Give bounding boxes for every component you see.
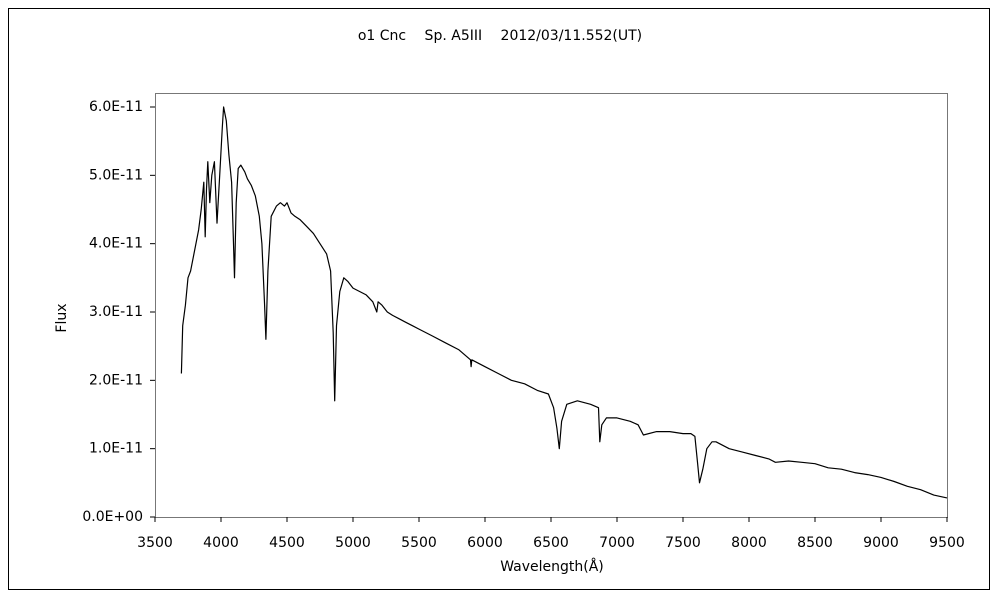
x-tick-label: 4500 [269, 535, 305, 551]
x-tick-label: 9000 [863, 535, 899, 551]
y-tick-label: 1.0E-11 [89, 441, 143, 457]
y-axis-label: Flux [54, 303, 70, 332]
y-tick-label: 0.0E+00 [82, 509, 143, 525]
x-tick-label: 5000 [335, 535, 371, 551]
x-tick-label: 5500 [401, 535, 437, 551]
y-tick-label: 3.0E-11 [89, 304, 143, 320]
y-tick-label: 2.0E-11 [89, 372, 143, 388]
x-tick-label: 6500 [533, 535, 569, 551]
y-tick-label: 5.0E-11 [89, 167, 143, 183]
y-tick-label: 6.0E-11 [89, 99, 143, 115]
x-tick-label: 7000 [599, 535, 635, 551]
chart-title: ο1 Cnc Sp. A5III 2012/03/11.552(UT) [358, 28, 642, 44]
spectrum-line [180, 106, 948, 499]
x-tick-label: 7500 [665, 535, 701, 551]
x-tick-label: 6000 [467, 535, 503, 551]
y-tick-label: 4.0E-11 [89, 236, 143, 252]
x-tick-label: 9500 [929, 535, 965, 551]
x-tick-label: 4000 [203, 535, 239, 551]
frame [8, 8, 990, 590]
x-tick-label: 8500 [797, 535, 833, 551]
x-tick-label: 3500 [137, 535, 173, 551]
x-tick-label: 8000 [731, 535, 767, 551]
x-axis-label: Wavelength(Å) [500, 558, 604, 575]
